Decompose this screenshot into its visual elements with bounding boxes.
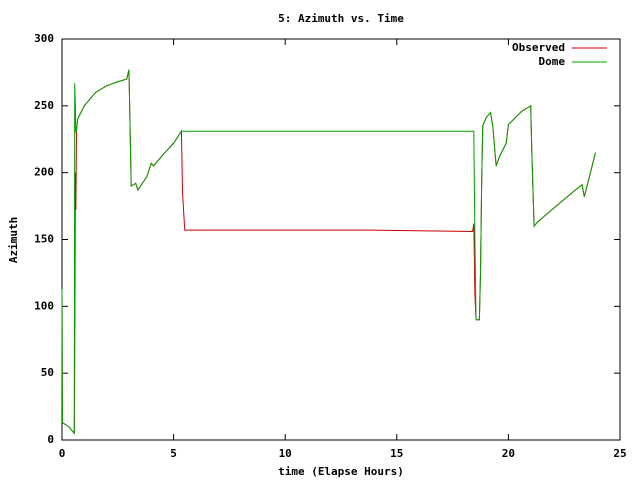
x-tick-label: 15 [390,447,403,460]
y-tick-label: 200 [34,166,54,179]
legend-label: Dome [539,55,566,68]
data-line [61,69,596,435]
y-tick-label: 300 [34,32,54,45]
x-tick-label: 0 [59,447,66,460]
x-axis-label: time (Elapse Hours) [278,465,404,478]
y-tick-label: 0 [47,433,54,446]
x-tick-label: 10 [279,447,292,460]
y-tick-label: 50 [41,366,54,379]
y-tick-label: 100 [34,299,54,312]
x-tick-label: 5 [170,447,177,460]
plot-frame [61,38,621,441]
x-tick-label: 25 [613,447,626,460]
y-tick-label: 150 [34,233,54,246]
data-line [61,69,596,435]
x-tick-label: 20 [502,447,515,460]
chart-title: 5: Azimuth vs. Time [278,12,404,25]
y-axis-label: Azimuth [7,217,20,263]
y-tick-label: 250 [34,99,54,112]
legend-label: Observed [512,41,565,54]
